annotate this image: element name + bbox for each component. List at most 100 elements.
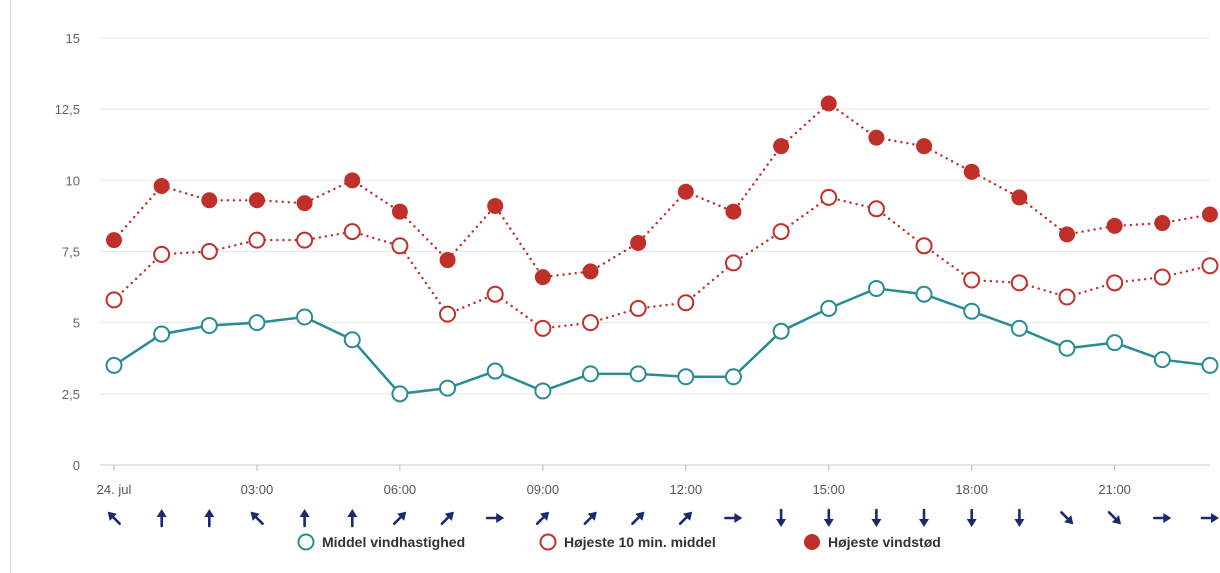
data-point[interactable] bbox=[1010, 274, 1028, 292]
data-point[interactable] bbox=[1201, 356, 1219, 374]
data-point[interactable] bbox=[582, 314, 599, 332]
data-point[interactable] bbox=[820, 299, 838, 317]
series-2 bbox=[105, 188, 1219, 337]
data-point[interactable] bbox=[439, 252, 456, 269]
data-point[interactable] bbox=[439, 305, 457, 323]
y-axis: 0 2,5 5 7,5 10 12,5 15 bbox=[55, 31, 80, 473]
data-point[interactable] bbox=[915, 285, 933, 303]
data-point[interactable] bbox=[534, 319, 552, 337]
data-point[interactable] bbox=[200, 317, 218, 335]
data-point[interactable] bbox=[153, 325, 171, 343]
data-point[interactable] bbox=[773, 138, 790, 155]
x-tick-label: 03:00 bbox=[241, 482, 274, 497]
data-point[interactable] bbox=[106, 232, 122, 249]
wind-arrow-icon bbox=[204, 509, 215, 528]
data-point[interactable] bbox=[867, 280, 885, 298]
legend-item[interactable]: Højeste 10 min. middel bbox=[539, 533, 716, 551]
wind-arrow-icon bbox=[156, 509, 167, 528]
x-tick-label: 09:00 bbox=[527, 482, 560, 497]
data-point[interactable] bbox=[1059, 226, 1075, 243]
data-point[interactable] bbox=[439, 379, 457, 397]
legend-label: Højeste vindstød bbox=[828, 534, 941, 550]
wind-arrow-icon bbox=[724, 513, 743, 523]
data-point[interactable] bbox=[1011, 189, 1028, 206]
data-point[interactable] bbox=[1106, 334, 1124, 352]
data-point[interactable] bbox=[1106, 274, 1124, 292]
data-point[interactable] bbox=[677, 183, 694, 200]
x-tick-label: 06:00 bbox=[384, 482, 417, 497]
y-tick-label: 10 bbox=[66, 173, 80, 188]
data-point[interactable] bbox=[772, 322, 790, 340]
data-point[interactable] bbox=[344, 172, 361, 189]
data-point[interactable] bbox=[963, 271, 981, 289]
data-point[interactable] bbox=[200, 243, 218, 260]
data-point[interactable] bbox=[916, 138, 933, 155]
data-point[interactable] bbox=[582, 263, 599, 280]
wind-arrow-icon bbox=[966, 508, 977, 527]
grid bbox=[100, 37, 1210, 466]
data-point[interactable] bbox=[201, 192, 218, 209]
data-point[interactable] bbox=[391, 237, 409, 255]
legend-label: Højeste 10 min. middel bbox=[564, 534, 716, 550]
data-point[interactable] bbox=[1058, 288, 1076, 306]
data-point[interactable] bbox=[105, 291, 123, 309]
data-point[interactable] bbox=[677, 368, 695, 386]
data-point[interactable] bbox=[296, 231, 314, 249]
data-point[interactable] bbox=[915, 237, 933, 255]
data-point[interactable] bbox=[391, 203, 408, 220]
data-point[interactable] bbox=[677, 294, 695, 312]
data-point[interactable] bbox=[725, 203, 742, 220]
data-point[interactable] bbox=[724, 254, 742, 272]
data-point[interactable] bbox=[820, 188, 838, 206]
data-point[interactable] bbox=[248, 314, 266, 332]
data-point[interactable] bbox=[153, 245, 171, 263]
data-point[interactable] bbox=[1201, 206, 1218, 223]
data-point[interactable] bbox=[1058, 339, 1076, 357]
data-point[interactable] bbox=[820, 95, 837, 112]
data-point[interactable] bbox=[534, 269, 551, 286]
data-point[interactable] bbox=[1201, 257, 1219, 275]
data-point[interactable] bbox=[296, 308, 314, 326]
data-point[interactable] bbox=[1106, 217, 1123, 234]
legend[interactable]: Middel vindhastighed Højeste 10 min. midd… bbox=[297, 533, 941, 551]
data-point[interactable] bbox=[248, 231, 266, 249]
data-point[interactable] bbox=[868, 129, 885, 146]
data-point[interactable] bbox=[487, 197, 504, 214]
data-point[interactable] bbox=[153, 178, 170, 195]
data-point[interactable] bbox=[296, 195, 313, 212]
legend-marker bbox=[804, 534, 820, 550]
wind-arrow-icon bbox=[823, 508, 834, 527]
wind-direction-row bbox=[107, 508, 1219, 528]
wind-arrow-icon bbox=[678, 511, 693, 525]
data-point[interactable] bbox=[391, 385, 409, 403]
data-point[interactable] bbox=[534, 382, 552, 400]
data-point[interactable] bbox=[724, 368, 742, 386]
data-point[interactable] bbox=[772, 223, 790, 241]
data-point[interactable] bbox=[486, 362, 504, 380]
x-tick-label: 24. jul bbox=[97, 482, 132, 497]
series-1 bbox=[105, 280, 1219, 403]
legend-item[interactable]: Højeste vindstød bbox=[804, 534, 941, 550]
data-point[interactable] bbox=[105, 356, 123, 374]
legend-marker bbox=[297, 533, 315, 551]
data-point[interactable] bbox=[582, 365, 599, 383]
wind-arrow-icon bbox=[1107, 511, 1122, 525]
x-tick-label: 15:00 bbox=[812, 482, 845, 497]
data-point[interactable] bbox=[629, 365, 647, 383]
data-point[interactable] bbox=[248, 192, 265, 209]
data-point[interactable] bbox=[1154, 215, 1171, 232]
data-point[interactable] bbox=[486, 285, 504, 303]
data-point[interactable] bbox=[963, 302, 981, 320]
data-point[interactable] bbox=[630, 234, 647, 251]
data-point[interactable] bbox=[963, 163, 980, 180]
data-point[interactable] bbox=[1153, 351, 1171, 369]
data-point[interactable] bbox=[867, 200, 885, 218]
data-point[interactable] bbox=[1010, 319, 1028, 337]
legend-item[interactable]: Middel vindhastighed bbox=[297, 533, 466, 551]
data-point[interactable] bbox=[343, 223, 361, 241]
data-point[interactable] bbox=[343, 331, 361, 349]
x-axis: 24. jul 03:00 06:00 09:00 12:00 15:00 18:00 21:… bbox=[97, 465, 1131, 497]
x-tick-label: 21:00 bbox=[1098, 482, 1131, 497]
data-point[interactable] bbox=[629, 299, 647, 317]
data-point[interactable] bbox=[1153, 268, 1171, 286]
